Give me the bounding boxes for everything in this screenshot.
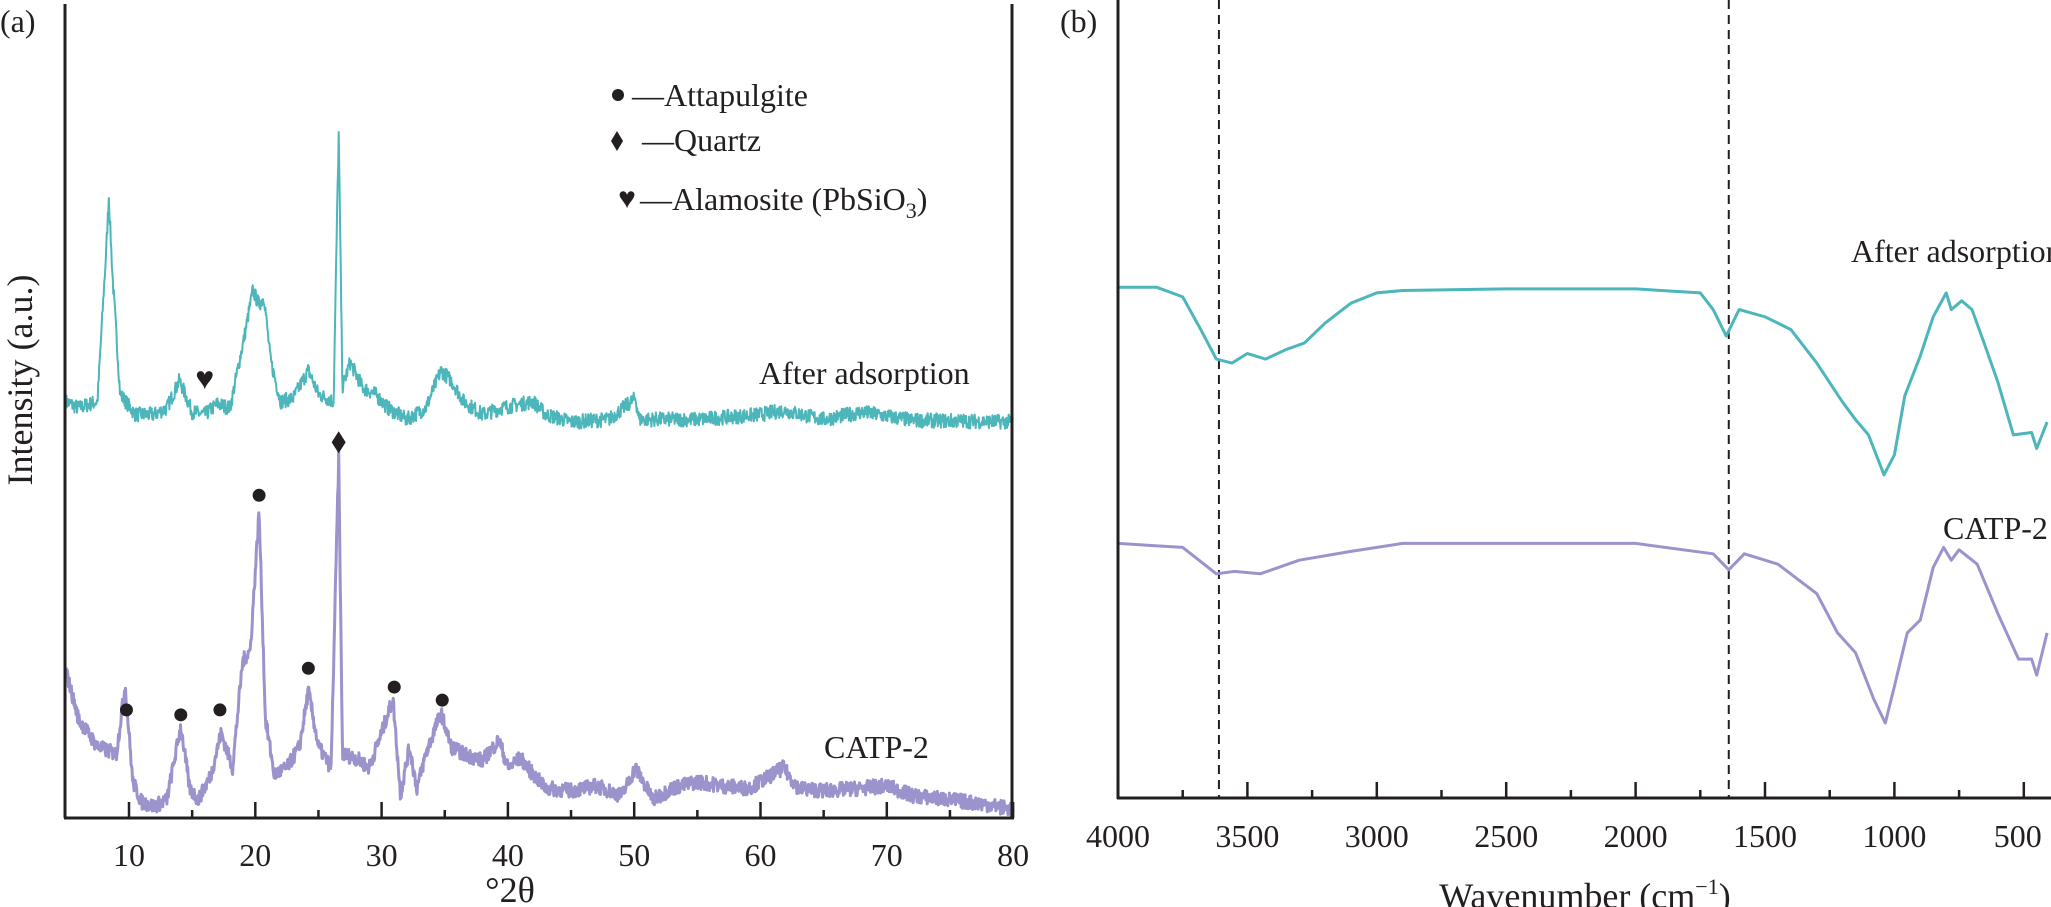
xrd-legend: —Attapulgite —Quartz ♥ —Alamosite (PbSiO… [611, 77, 927, 223]
xrd-tick-label: 80 [997, 837, 1029, 873]
ftir-series-catp2 [1117, 541, 2049, 725]
attapulgite-marker-icon [213, 703, 227, 717]
ftir-tick-label: 2000 [1604, 818, 1668, 854]
xrd-tick-label: 50 [618, 837, 650, 873]
ftir-label-catp2: CATP-2 [1943, 510, 2048, 546]
xrd-tick-label: 70 [871, 837, 903, 873]
xrd-series-catp2 [64, 450, 1015, 817]
ftir-label-after-adsorption: After adsorption [1851, 233, 2051, 269]
ftir-tick-label: 4000 [1086, 818, 1150, 854]
alamosite-marker-icon: ♥ [195, 360, 214, 396]
quartz-marker-icon [331, 431, 346, 454]
attapulgite-marker-icon [174, 708, 188, 722]
xrd-tick-label: 30 [366, 837, 398, 873]
attapulgite-marker-icon [252, 488, 266, 502]
panel-a-label: (a) [0, 3, 36, 39]
ftir-x-ticks: 4000 3500 3000 2500 2000 1500 1000 500 [1086, 782, 2042, 854]
xrd-label-catp2: CATP-2 [824, 729, 929, 765]
panel-b: (b) 4000 3500 3000 2500 2000 1500 1000 500 Wave… [1060, 0, 2051, 907]
ftir-tick-label: 500 [1994, 818, 2042, 854]
attapulgite-marker-icon [119, 703, 133, 717]
ftir-tick-label: 1000 [1862, 818, 1926, 854]
legend-circle-icon [612, 89, 624, 101]
ftir-tick-label: 3000 [1345, 818, 1409, 854]
xrd-tick-label: 60 [745, 837, 777, 873]
xrd-label-after-adsorption: After adsorption [759, 355, 970, 391]
ftir-plot-area [1117, 0, 2049, 798]
legend-diamond-icon [611, 131, 623, 151]
attapulgite-marker-icon [435, 693, 449, 707]
legend-quartz: —Quartz [641, 122, 761, 158]
xrd-series-after-adsorption [64, 131, 1014, 430]
xrd-tick-label: 40 [492, 837, 524, 873]
attapulgite-marker-icon [387, 680, 401, 694]
legend-alamosite: —Alamosite (PbSiO3) [639, 181, 927, 223]
legend-attapulgite: —Attapulgite [631, 77, 808, 113]
ftir-tick-label: 2500 [1474, 818, 1538, 854]
ftir-tick-label: 1500 [1733, 818, 1797, 854]
panel-b-label: (b) [1060, 3, 1097, 39]
ftir-series-after-adsorption [1118, 285, 2049, 477]
ftir-tick-label: 3500 [1215, 818, 1279, 854]
xrd-plot-area: ♥ [64, 131, 1015, 817]
panel-a: (a) ♥ 10 20 30 40 50 60 70 80 °2θ Intensity (a.… [0, 3, 1029, 907]
xrd-x-label: °2θ [485, 870, 535, 907]
ftir-x-label: Wavenumber (cm−1) [1439, 874, 1730, 907]
xrd-tick-label: 20 [239, 837, 271, 873]
xrd-tick-label: 10 [113, 837, 145, 873]
attapulgite-marker-icon [301, 661, 315, 675]
xrd-x-ticks: 10 20 30 40 50 60 70 80 [113, 802, 1029, 873]
xrd-y-label: Intensity (a.u.) [0, 275, 40, 486]
legend-heart-icon: ♥ [618, 182, 636, 215]
